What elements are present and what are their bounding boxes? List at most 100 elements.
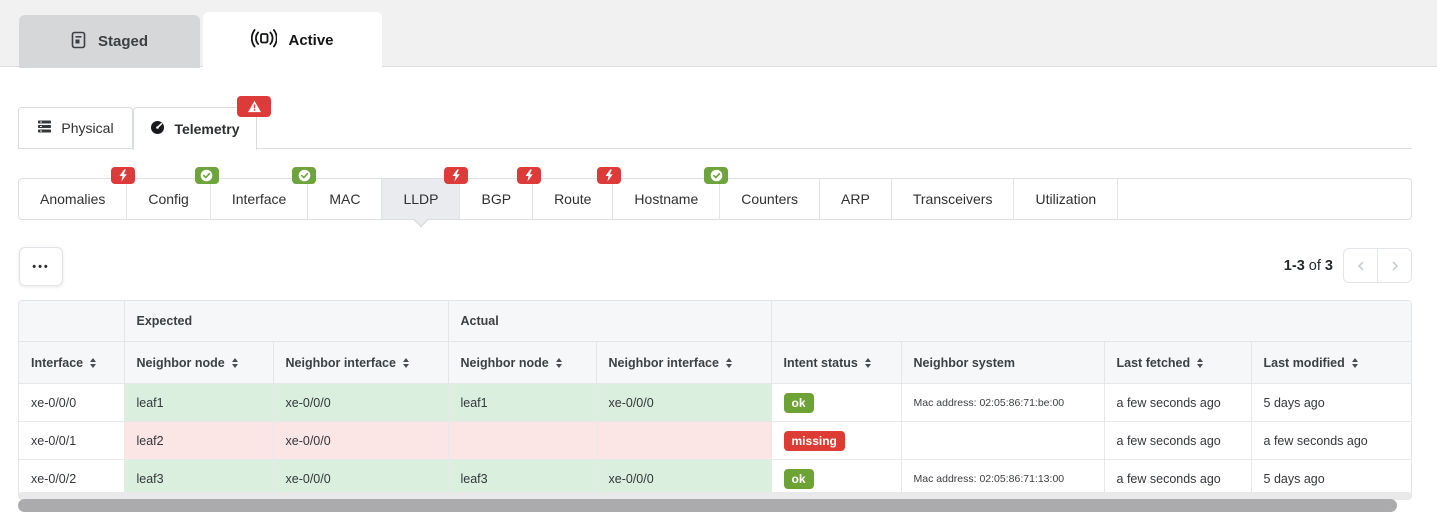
cell-last-fetched: a few seconds ago (1103, 459, 1252, 497)
service-tab-interface[interactable]: Interface (211, 167, 317, 219)
service-tab-mac[interactable]: MAC (308, 179, 383, 219)
gauge-icon (150, 120, 165, 138)
column-header-label: Neighbor interface (608, 355, 719, 370)
service-tab-arp[interactable]: ARP (820, 179, 892, 219)
cell-neighbor-system: Mac address: 02:05:86:71:be:00 (900, 383, 1105, 422)
tab-telemetry-label: Telemetry (174, 121, 240, 137)
column-header-neighbor-node[interactable]: Neighbor node (123, 341, 273, 384)
next-page-button[interactable] (1377, 249, 1411, 282)
service-tab-label: MAC (329, 191, 361, 207)
service-tab-config[interactable]: Config (127, 167, 219, 219)
service-tab-label: Route (554, 191, 592, 207)
cell-expected-neighbor-node: leaf3 (123, 459, 273, 497)
sort-arrows-icon (864, 357, 871, 368)
group-header-expected: Expected (123, 301, 448, 342)
status-badge: ok (783, 392, 814, 413)
service-tab-label: Utilization (1035, 191, 1097, 207)
lightning-bolt-icon (517, 167, 542, 184)
cell-neighbor-system (900, 421, 1105, 460)
rack-icon (37, 119, 52, 137)
service-tab-utilization[interactable]: Utilization (1014, 179, 1119, 219)
column-header-neighbor-interface[interactable]: Neighbor interface (272, 341, 448, 384)
cell-interface: xe-0/0/0 (19, 383, 124, 422)
cell-last-modified: 5 days ago (1250, 383, 1411, 422)
table-row: xe-0/0/1 leaf2 xe-0/0/0 missing a few second… (19, 421, 1411, 460)
check-circle-icon (292, 167, 317, 184)
service-tab-anomalies[interactable]: Anomalies (19, 167, 136, 219)
check-circle-icon (194, 167, 219, 184)
more-actions-button[interactable]: ••• (19, 247, 63, 286)
cell-interface: xe-0/0/1 (19, 421, 124, 460)
column-header-last-modified[interactable]: Last modified (1250, 341, 1411, 384)
tab-physical[interactable]: Physical (18, 107, 133, 149)
tab-telemetry[interactable]: Telemetry (133, 107, 257, 150)
column-header-last-fetched[interactable]: Last fetched (1103, 341, 1252, 384)
check-circle-icon (704, 167, 729, 184)
column-header-label: Intent status (783, 355, 858, 370)
column-header-interface[interactable]: Interface (19, 341, 124, 384)
cell-expected-neighbor-interface: xe-0/0/0 (272, 383, 448, 422)
broadcast-icon (251, 27, 279, 53)
lightning-bolt-icon (597, 167, 622, 184)
sort-arrows-icon (1351, 357, 1358, 368)
table-row: xe-0/0/0 leaf1 xe-0/0/0 leaf1 xe-0/0/0 ok Mac … (19, 383, 1411, 422)
column-header-label: Interface (31, 355, 84, 370)
tab-active[interactable]: Active (203, 12, 382, 68)
cell-actual-neighbor-node: leaf1 (447, 383, 596, 422)
status-badge: missing (783, 430, 845, 451)
service-tab-label: Interface (231, 191, 287, 207)
prev-page-button[interactable] (1344, 249, 1377, 282)
pagination-of: of (1308, 257, 1321, 274)
service-tab-bgp[interactable]: BGP (460, 167, 542, 219)
column-header-label: Neighbor node (460, 355, 549, 370)
service-tab-label: Anomalies (40, 191, 106, 207)
sort-arrows-icon (402, 357, 409, 368)
cell-actual-neighbor-interface (595, 421, 772, 460)
service-tab-label: BGP (481, 191, 512, 207)
service-tab-hostname[interactable]: Hostname (613, 167, 729, 219)
column-header-label: Neighbor interface (285, 355, 396, 370)
pagination-info: 1-3 of 3 (1284, 258, 1333, 274)
group-header-empty-right (770, 301, 1411, 342)
column-header-intent-status[interactable]: Intent status (770, 341, 902, 384)
cell-intent-status: ok (770, 459, 902, 497)
cell-last-fetched: a few seconds ago (1103, 421, 1252, 460)
table-group-header-row: Expected Actual (19, 301, 1411, 342)
sort-arrows-icon (555, 357, 562, 368)
pagination-range: 1-3 (1283, 257, 1305, 274)
cell-neighbor-system: Mac address: 02:05:86:71:13:00 (900, 459, 1105, 497)
column-header-neighbor-node[interactable]: Neighbor node (447, 341, 596, 384)
pager-buttons (1343, 248, 1412, 283)
horizontal-scrollbar-thumb[interactable] (18, 499, 1397, 512)
horizontal-scrollbar-track[interactable] (18, 492, 1412, 500)
service-tab-label: Counters (741, 191, 799, 207)
cell-last-modified: a few seconds ago (1250, 421, 1411, 460)
group-header-empty-left (19, 301, 124, 342)
tab-staged[interactable]: Staged (19, 15, 200, 68)
column-header-neighbor-system: Neighbor system (900, 341, 1105, 384)
service-tab-route[interactable]: Route (533, 167, 622, 219)
service-tab-transceivers[interactable]: Transceivers (892, 179, 1015, 219)
cell-actual-neighbor-interface: xe-0/0/0 (595, 383, 772, 422)
column-header-neighbor-interface[interactable]: Neighbor interface (595, 341, 772, 384)
cell-expected-neighbor-node: leaf1 (123, 383, 273, 422)
chevron-left-icon (1357, 261, 1363, 270)
service-tab-label: LLDP (403, 191, 439, 207)
lightning-bolt-icon (111, 167, 136, 184)
cell-last-modified: 5 days ago (1250, 459, 1411, 497)
service-tab-label: Config (148, 191, 189, 207)
service-tab-lldp[interactable]: LLDP (382, 167, 469, 228)
active-tab-caret (413, 211, 429, 228)
cell-last-fetched: a few seconds ago (1103, 383, 1252, 422)
cell-interface: xe-0/0/2 (19, 459, 124, 497)
service-tab-label: ARP (841, 191, 870, 207)
view-tabs-underline (18, 148, 1412, 149)
column-header-label: Last fetched (1116, 355, 1191, 370)
cell-intent-status: ok (770, 383, 902, 422)
lightning-bolt-icon (444, 167, 469, 184)
service-tab-counters[interactable]: Counters (720, 179, 821, 219)
table-column-header-row: Interface Neighbor node Neighbor interface… (19, 341, 1411, 384)
chevron-right-icon (1392, 261, 1398, 270)
cell-actual-neighbor-node (447, 421, 596, 460)
cell-expected-neighbor-node: leaf2 (123, 421, 273, 460)
